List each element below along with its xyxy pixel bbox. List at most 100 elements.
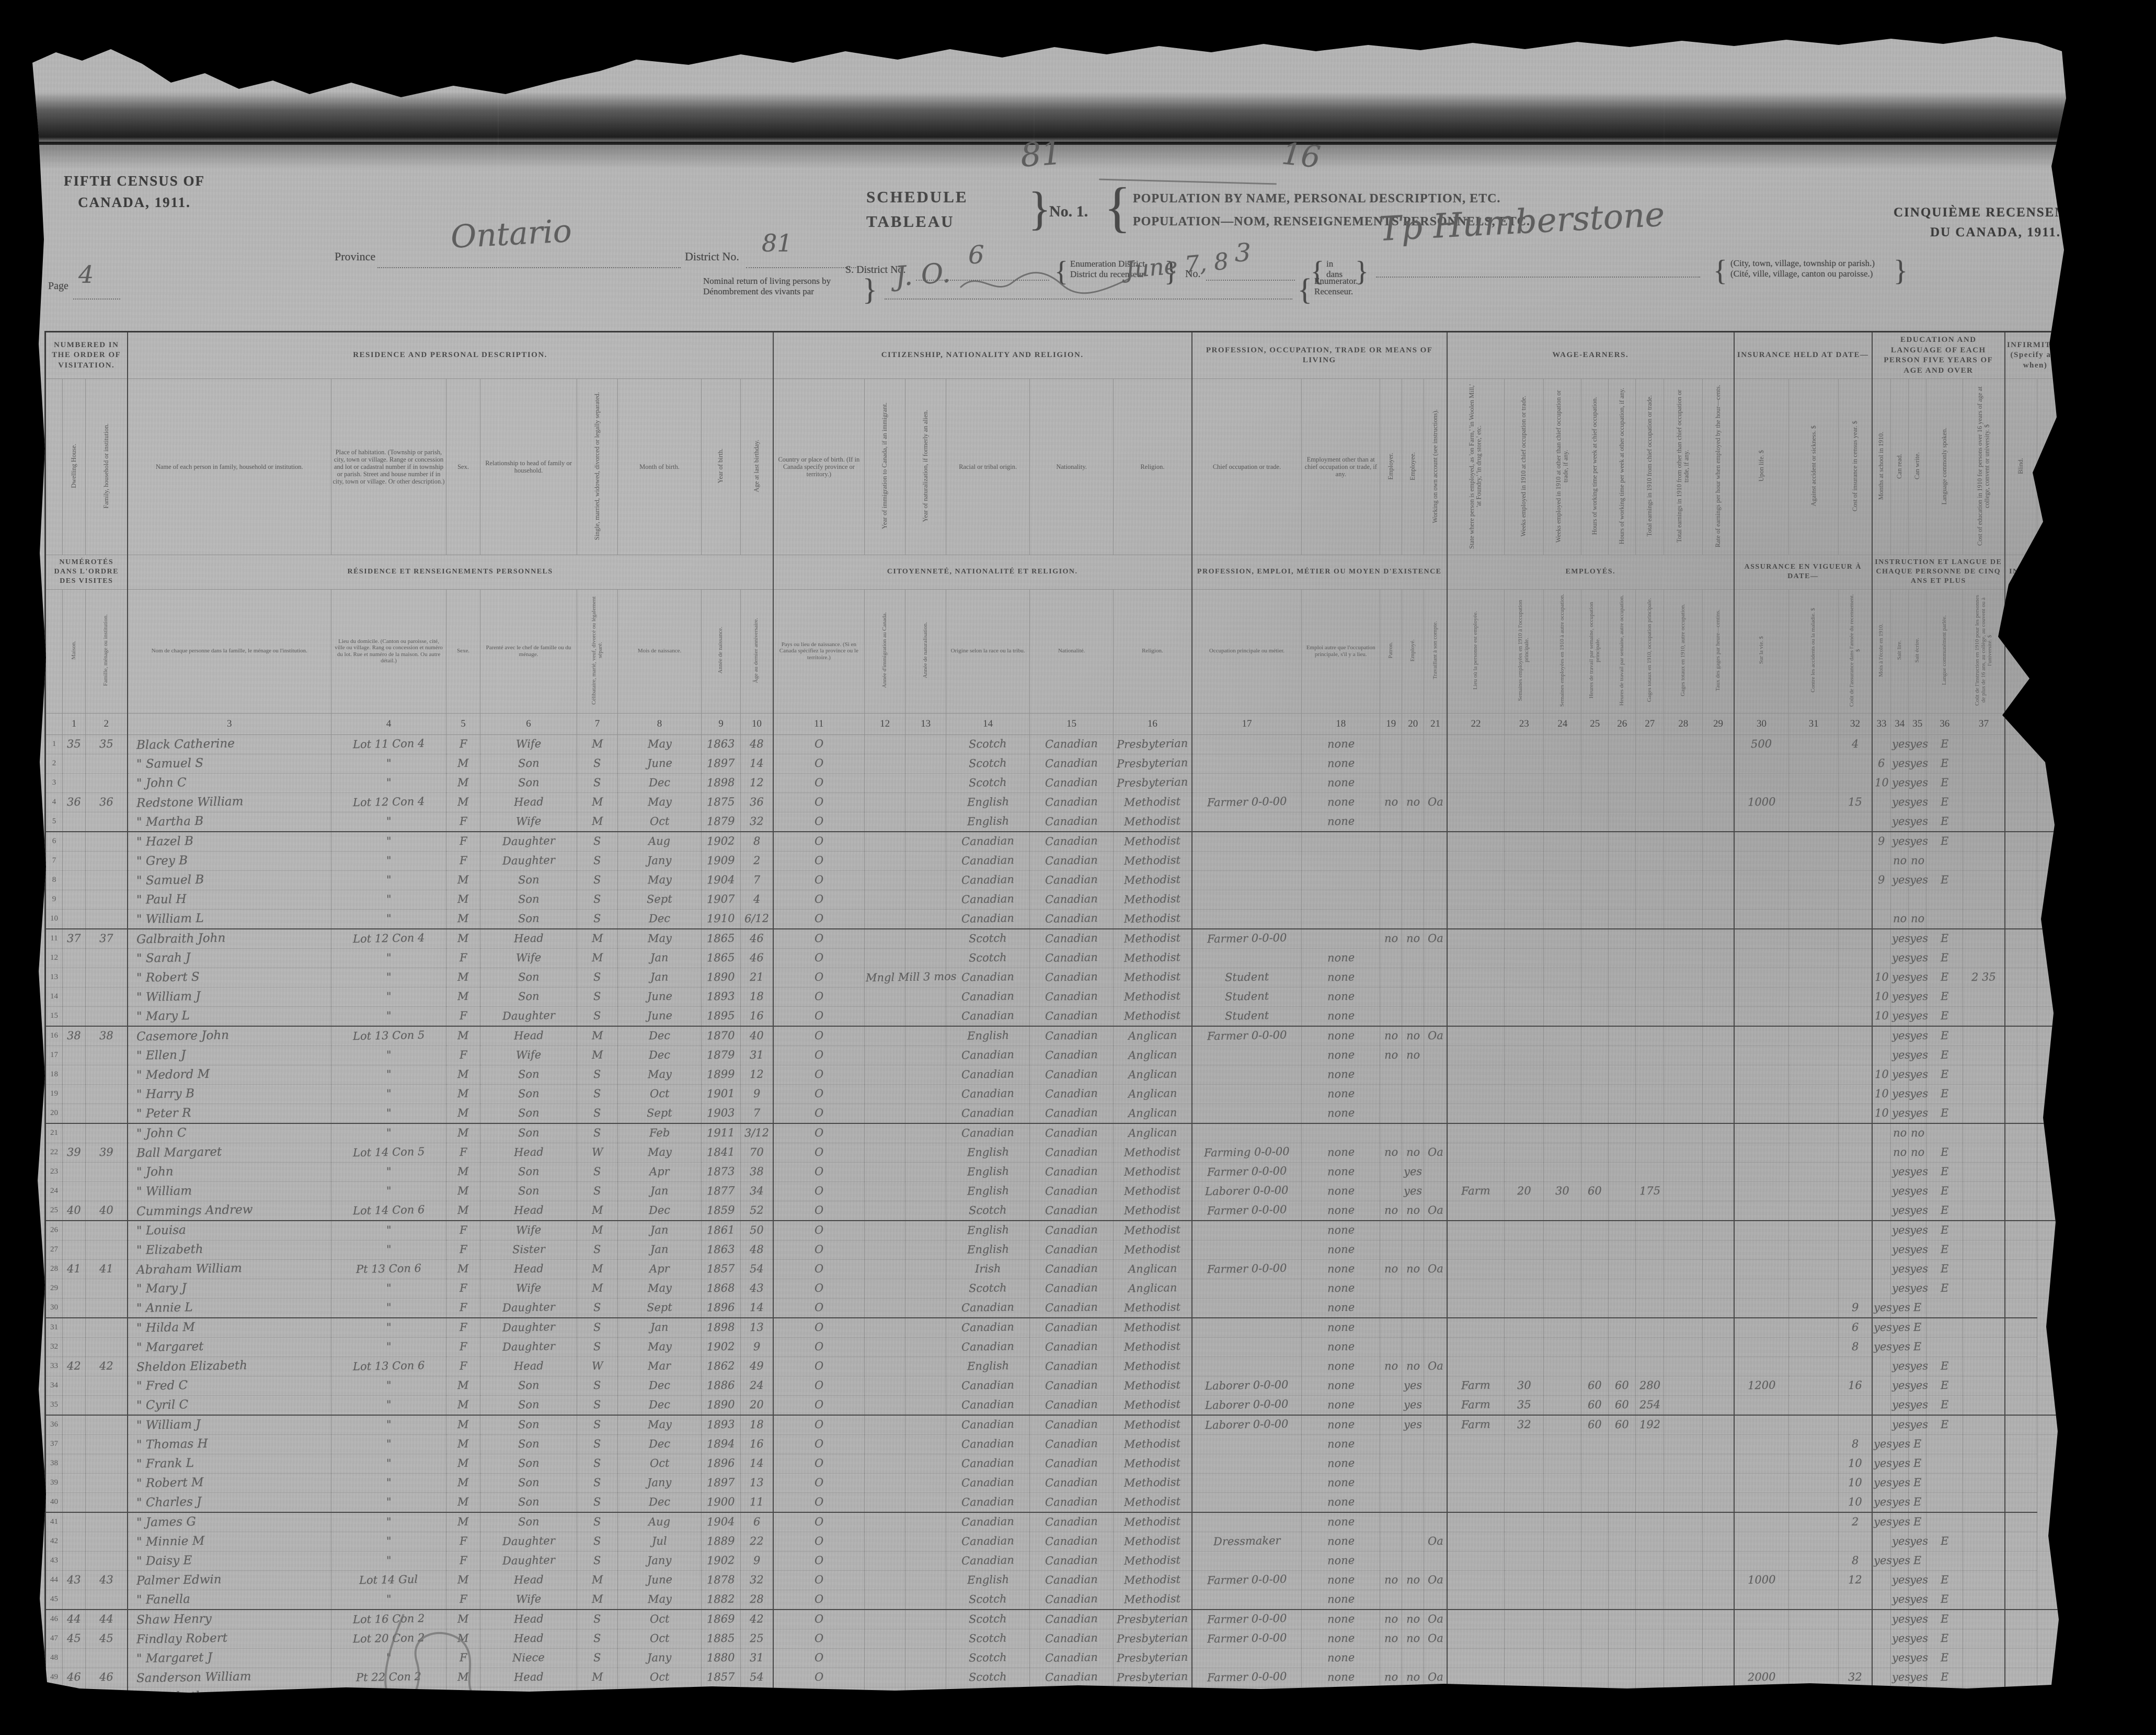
cell-col13 (905, 1026, 947, 1046)
cell-col31 (1788, 1532, 1839, 1552)
cell-col28 (1664, 734, 1703, 754)
cell-col18 (1301, 909, 1381, 929)
cell-col21 (1424, 851, 1448, 871)
cell-col25 (1581, 1065, 1609, 1085)
cell-col11: O (773, 948, 865, 968)
table-row: 8 " Samuel B " M Son S May 1904 7 O Canadian Canadi… (45, 870, 2066, 890)
line-number-header (45, 378, 63, 555)
locality-note: (City, town, village, township or parish… (1730, 258, 1875, 280)
cell-col38 (2004, 1298, 2038, 1318)
cell-col18 (1301, 870, 1381, 890)
cell-col28 (1664, 1220, 1703, 1240)
cell-col16: Presbyterian (1113, 773, 1192, 793)
cell-col8: May (617, 1065, 702, 1085)
cell-col20 (1402, 1590, 1425, 1610)
cell-col15: Canadian (1029, 1570, 1114, 1590)
cell-col33: yes (1872, 1434, 1892, 1454)
cell-col10: 8 (740, 831, 774, 852)
cell-col3: " Martha B (127, 812, 332, 832)
cell-col17 (1191, 948, 1302, 968)
cell-col24 (1543, 1629, 1582, 1649)
cell-col31 (1788, 1026, 1839, 1046)
cell-col34: yes (1890, 754, 1911, 774)
cell-col4: " (331, 1337, 447, 1357)
cell-col25 (1581, 987, 1609, 1007)
cell-col33 (1872, 1532, 1891, 1552)
cell-col16: Methodist (1113, 1240, 1192, 1260)
cell-col22 (1447, 1512, 1505, 1532)
group-header-fr-7: INFIRMITÉS (2004, 555, 2066, 590)
cell-col36: E (1926, 1045, 1964, 1065)
cell-col16: Methodist (1113, 1492, 1192, 1513)
cell-col22 (1447, 1551, 1505, 1571)
cell-col9: 1895 (701, 1006, 741, 1027)
table-row: 30 " Annie L " F Daughter S Sept 1896 14 O Canadia… (45, 1298, 2066, 1318)
cell-col37 (1963, 851, 2005, 871)
cell-col28 (1664, 1201, 1703, 1221)
cell-col23 (1504, 1123, 1544, 1143)
table-row: 34 " Fred C " M Son S Dec 1886 24 O Canadian Canadi… (45, 1376, 2066, 1396)
cell-col34: yes (1890, 1006, 1911, 1027)
cell-col21 (1424, 909, 1448, 929)
cell-col39 (2037, 734, 2066, 754)
cell-col24 (1543, 831, 1582, 852)
cell-col8: Sept (617, 890, 702, 910)
cell-col28 (1664, 987, 1703, 1007)
cell-col6: Head (480, 1570, 578, 1590)
cell-col38 (2004, 1415, 2038, 1435)
cell-col20: no (1402, 1045, 1425, 1065)
cell-col7: M (577, 1279, 618, 1299)
cell-col2: 36 (85, 792, 128, 812)
cell-col13 (905, 968, 947, 987)
cell-col8: Jan (617, 968, 702, 987)
cell-col21 (1424, 1454, 1448, 1474)
column-header-en-30: Upon life. $ (1734, 378, 1790, 555)
cell-col6: Wife (480, 1279, 578, 1299)
cell-col22 (1447, 987, 1505, 1007)
cell-col4: Lot 16 Con 2 (331, 1609, 447, 1629)
cell-col39 (2037, 1376, 2066, 1396)
cell-col34: yes (1890, 1317, 1911, 1338)
cell-col22 (1447, 1668, 1505, 1687)
cell-col6: Daughter (480, 1298, 578, 1318)
cell-col27 (1635, 1006, 1665, 1027)
cell-col33: 10 (1872, 1065, 1891, 1085)
cell-col8: May (617, 1279, 702, 1299)
cell-col18: none (1301, 1376, 1381, 1396)
cell-col21 (1424, 754, 1448, 774)
cell-col12 (864, 890, 906, 910)
table-row: 31 " Hilda M " F Daughter S Jan 1898 13 O Canadian… (45, 1317, 2066, 1338)
cell-col2 (85, 1434, 128, 1454)
line-number: 28 (45, 1259, 63, 1279)
cell-col15: Canadian (1029, 1415, 1114, 1435)
cell-col10: 14 (740, 1454, 774, 1474)
cell-col2: 46 (85, 1668, 128, 1687)
cell-col3: " Sarah J (127, 948, 332, 968)
column-number-31: 31 (1788, 713, 1839, 735)
column-number-34: 34 (1890, 713, 1909, 735)
cell-col12 (864, 851, 906, 871)
cell-col31 (1788, 968, 1839, 987)
cell-col2: 43 (85, 1570, 128, 1590)
cell-col26 (1608, 1065, 1636, 1085)
cell-col6: Wife (480, 1045, 578, 1065)
cell-col17: Farmer 0-0-00 (1191, 1629, 1302, 1649)
cell-col35: no (1908, 1123, 1927, 1143)
cell-col32 (1838, 1123, 1873, 1143)
cell-col21 (1424, 1590, 1448, 1610)
cell-col7: S (577, 1415, 618, 1435)
cell-col8: June (617, 987, 702, 1007)
enum-district-value: 3 (1235, 238, 1251, 268)
cell-col1 (62, 812, 86, 832)
cell-col29 (1702, 1570, 1735, 1590)
table-row: 32 " Margaret " F Daughter S May 1902 9 O Canadian… (45, 1337, 2066, 1357)
cell-col26 (1608, 1570, 1636, 1590)
cell-col37 (1963, 1006, 2005, 1027)
cell-col38 (2004, 1629, 2038, 1649)
cell-col1 (62, 1415, 86, 1435)
cell-col8: Oct (617, 1609, 702, 1629)
cell-col4: " (331, 1240, 447, 1260)
cell-col36 (1926, 851, 1964, 871)
cell-col3: Galbraith John (127, 928, 332, 949)
cell-col2: 35 (85, 734, 128, 754)
